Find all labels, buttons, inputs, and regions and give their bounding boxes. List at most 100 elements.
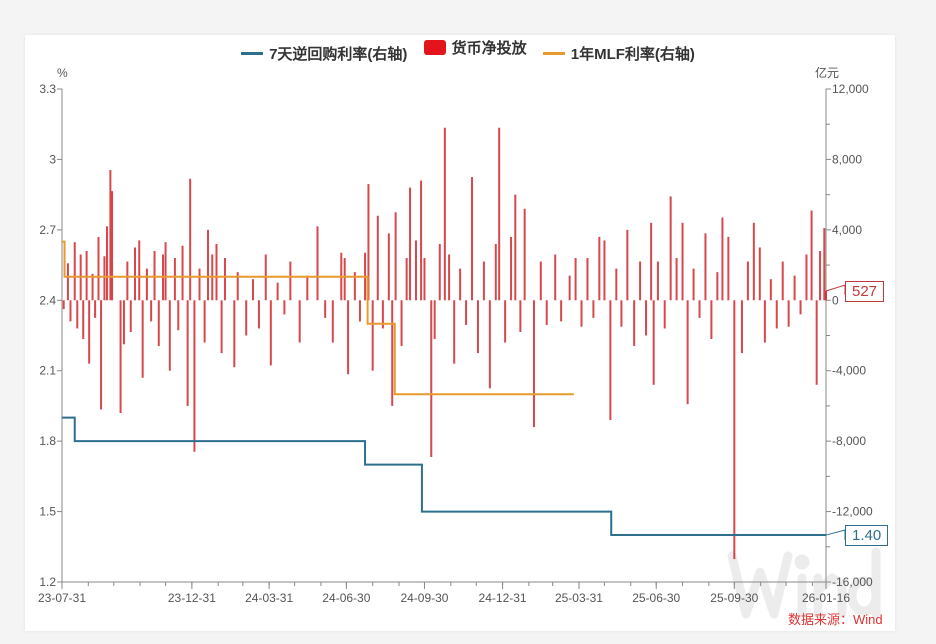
net-injection-bar [100, 300, 103, 410]
net-injection-bar [150, 300, 153, 322]
net-injection-bar [799, 300, 802, 315]
net-injection-bar [394, 212, 397, 301]
left-tick-label: 3.3 [39, 82, 56, 96]
net-injection-bar [387, 233, 390, 301]
net-injection-bar [164, 242, 167, 301]
net-injection-bar [173, 258, 176, 301]
net-injection-bar [376, 215, 379, 301]
x-tick-label: 23-12-31 [168, 591, 216, 605]
legend-swatch [542, 52, 565, 55]
net-injection-bar [103, 256, 106, 301]
net-injection-bar [215, 243, 218, 301]
net-injection-bar [409, 187, 412, 301]
net-injection-bar [663, 300, 666, 329]
x-tick-label: 25-06-30 [632, 591, 680, 605]
net-injection-bar [704, 233, 707, 301]
left-axis-unit: % [57, 66, 68, 80]
net-injection-bar [698, 300, 701, 318]
net-injection-bar [126, 261, 129, 301]
right-tick-label: -16,000 [832, 575, 873, 589]
net-injection-bar [494, 243, 497, 301]
net-injection-bar [675, 258, 678, 301]
right-tick-label: 8,000 [832, 152, 862, 166]
net-injection-bar [727, 236, 730, 301]
net-injection-bar [609, 300, 612, 421]
net-injection-bar [721, 217, 724, 301]
net-injection-bar [88, 300, 91, 364]
net-injection-bar [810, 210, 813, 301]
net-injection-bar [138, 240, 141, 301]
net-injection-bar [620, 300, 623, 327]
net-injection-bar [825, 291, 827, 301]
net-injection-bar [443, 127, 446, 301]
net-injection-bar [733, 300, 736, 560]
net-injection-bar [367, 184, 370, 301]
net-injection-bar [430, 300, 433, 457]
net-injection-bar [805, 254, 808, 301]
net-injection-bar [145, 268, 148, 301]
right-tick-label: -4,000 [832, 364, 866, 378]
net-injection-bar [358, 300, 361, 322]
net-injection-bar [510, 236, 513, 301]
net-injection-bar [405, 258, 408, 301]
net-injection-bar [245, 300, 248, 336]
net-injection-bar [815, 300, 818, 385]
net-injection-bar [787, 300, 790, 327]
net-injection-bar [819, 250, 822, 301]
net-injection-bar [400, 300, 403, 347]
net-injection-bar [710, 300, 713, 340]
net-injection-bar [554, 254, 557, 301]
net-injection-bar [476, 300, 479, 354]
net-injection-bar [504, 300, 507, 343]
net-injection-bar [97, 236, 100, 301]
right-tick-label: -8,000 [832, 434, 866, 448]
net-injection-bar [203, 300, 206, 343]
net-injection-bar [603, 240, 606, 301]
net-injection-bar [414, 240, 417, 301]
net-injection-bar [119, 300, 122, 413]
net-injection-bar [568, 275, 571, 301]
net-injection-bar [153, 250, 156, 301]
net-injection-last-value-label: 527 [845, 281, 885, 302]
legend-swatch [241, 52, 264, 55]
right-axis-unit: 亿元 [815, 65, 839, 80]
net-injection-bar [181, 245, 184, 301]
x-tick-label: 24-09-30 [400, 591, 448, 605]
x-tick-label: 23-07-31 [38, 591, 86, 605]
repo-rate-line [62, 416, 826, 537]
legend-label: 7天逆回购利率(右轴) [269, 46, 408, 63]
right-tick-label: 12,000 [832, 82, 869, 96]
legend-item-repo-rate[interactable]: 7天逆回购利率(右轴) [241, 43, 407, 64]
net-injection-bar [681, 222, 684, 301]
net-injection-bar [433, 300, 436, 340]
left-tick-label: 2.1 [39, 364, 56, 378]
legend-item-net-injection[interactable]: 货币净投放 [423, 37, 527, 58]
net-injection-bar [775, 300, 778, 329]
right-tick-label: 0 [832, 293, 839, 307]
net-injection-bar [519, 300, 522, 332]
net-injection-bar [233, 300, 236, 368]
x-tick-label: 25-09-30 [710, 591, 758, 605]
repo-rate-last-value-label: 1.40 [845, 525, 889, 546]
net-injection-bar [223, 258, 226, 301]
net-injection-bar [257, 300, 260, 329]
net-injection-bar [129, 300, 132, 332]
net-injection-bar [752, 222, 755, 301]
net-injection-bar [252, 279, 254, 301]
legend-item-mlf-rate[interactable]: 1年MLF利率(右轴) [542, 43, 695, 64]
wind-watermark-logo [727, 547, 881, 619]
net-injection-bar [353, 272, 356, 301]
net-injection-bar [109, 169, 112, 301]
net-injection-bar [236, 272, 239, 301]
right-tick-label: -12,000 [832, 505, 873, 519]
left-tick-label: 2.7 [39, 223, 56, 237]
net-injection-bar [586, 258, 589, 301]
left-tick-label: 1.5 [39, 505, 56, 519]
net-injection-bar [781, 261, 784, 301]
legend-swatch [423, 40, 446, 55]
data-source: 数据来源：Wind [788, 612, 883, 627]
net-injection-bar [220, 300, 223, 354]
net-injection-bar [626, 229, 629, 301]
net-injection-bar [69, 300, 72, 322]
x-tick-label: 26-01-16 [802, 591, 850, 605]
